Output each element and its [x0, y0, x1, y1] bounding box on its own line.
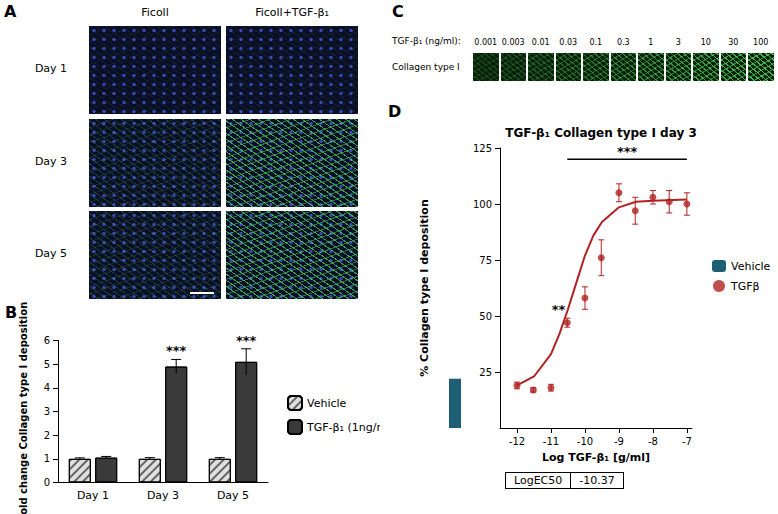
- svg-text:Vehicle: Vehicle: [731, 260, 771, 273]
- svg-text:Day 3: Day 3: [147, 489, 179, 502]
- svg-text:-7: -7: [682, 436, 692, 447]
- html-text:0.3: 0.3: [616, 38, 630, 47]
- html-text:0.01: 0.01: [531, 38, 550, 47]
- svg-text:-9: -9: [614, 436, 624, 447]
- html-text:A: A: [4, 2, 17, 21]
- html-text:1: 1: [648, 38, 654, 47]
- svg-text:4: 4: [44, 382, 50, 393]
- svg-text:-12: -12: [509, 436, 525, 447]
- html-text:0.001 0.003: 0.001 0.003: [474, 38, 525, 47]
- svg-text:50: 50: [479, 311, 492, 322]
- html-text:30: 30: [728, 38, 739, 47]
- svg-text:0: 0: [44, 477, 50, 488]
- svg-text:***: ***: [617, 144, 638, 159]
- svg-text:125: 125: [473, 143, 492, 154]
- svg-text:Day 1: Day 1: [77, 489, 109, 502]
- svg-text:6: 6: [44, 335, 50, 346]
- svg-text:5: 5: [44, 359, 50, 370]
- svg-text:TGFβ: TGFβ: [730, 280, 760, 293]
- svg-text:-11: -11: [543, 436, 559, 447]
- html-text:C: C: [392, 2, 404, 21]
- svg-text:75: 75: [479, 255, 492, 266]
- html-text:-10.37: -10.37: [579, 474, 615, 487]
- svg-text:-8: -8: [648, 436, 658, 447]
- html-text:Day 3: Day 3: [34, 155, 68, 168]
- svg-text:**: **: [552, 302, 566, 317]
- svg-text:Log TGF-β₁ [g/ml]: Log TGF-β₁ [g/ml]: [542, 451, 650, 464]
- svg-text:Day 5: Day 5: [217, 489, 249, 502]
- html-text:Collagen type I: Collagen type I: [392, 62, 460, 72]
- svg-text:25: 25: [479, 367, 492, 378]
- html-text:0.1: 0.1: [589, 38, 603, 47]
- html-text:TGF-β₁ (ng/ml):: TGF-β₁ (ng/ml):: [392, 36, 461, 46]
- svg-text:***: ***: [236, 333, 257, 348]
- html-text:Day 5: Day 5: [34, 247, 68, 260]
- svg-text:% Collagen type I deposition: % Collagen type I deposition: [418, 199, 431, 376]
- html-text:0.03: 0.03: [559, 38, 578, 47]
- html-text:Ficoll: Ficoll: [141, 6, 169, 19]
- svg-text:TGF-β₁ (1ng/ml): TGF-β₁ (1ng/ml): [306, 421, 380, 434]
- svg-text:100: 100: [473, 199, 492, 210]
- html-text:3: 3: [675, 38, 681, 47]
- svg-text:1: 1: [44, 453, 50, 464]
- svg-text:3: 3: [44, 406, 50, 417]
- html-text:B: B: [5, 303, 18, 322]
- svg-text:***: ***: [166, 343, 187, 358]
- html-text:10: 10: [700, 38, 711, 47]
- html-text:Ficoll+TGF-β₁: Ficoll+TGF-β₁: [255, 6, 329, 19]
- svg-text:2: 2: [44, 430, 50, 441]
- html-text:Day 1: Day 1: [34, 62, 68, 75]
- svg-text:Fold change Collagen type I de: Fold change Collagen type I deposition: [18, 302, 29, 514]
- svg-text:-10: -10: [577, 436, 593, 447]
- svg-text:Vehicle: Vehicle: [307, 397, 347, 410]
- svg-text:TGF-β₁ Collagen type I day 3: TGF-β₁ Collagen type I day 3: [505, 126, 696, 140]
- html-text:LogEC50: LogEC50: [514, 474, 563, 487]
- html-text:100: 100: [753, 38, 769, 47]
- html-text:D: D: [388, 102, 402, 121]
